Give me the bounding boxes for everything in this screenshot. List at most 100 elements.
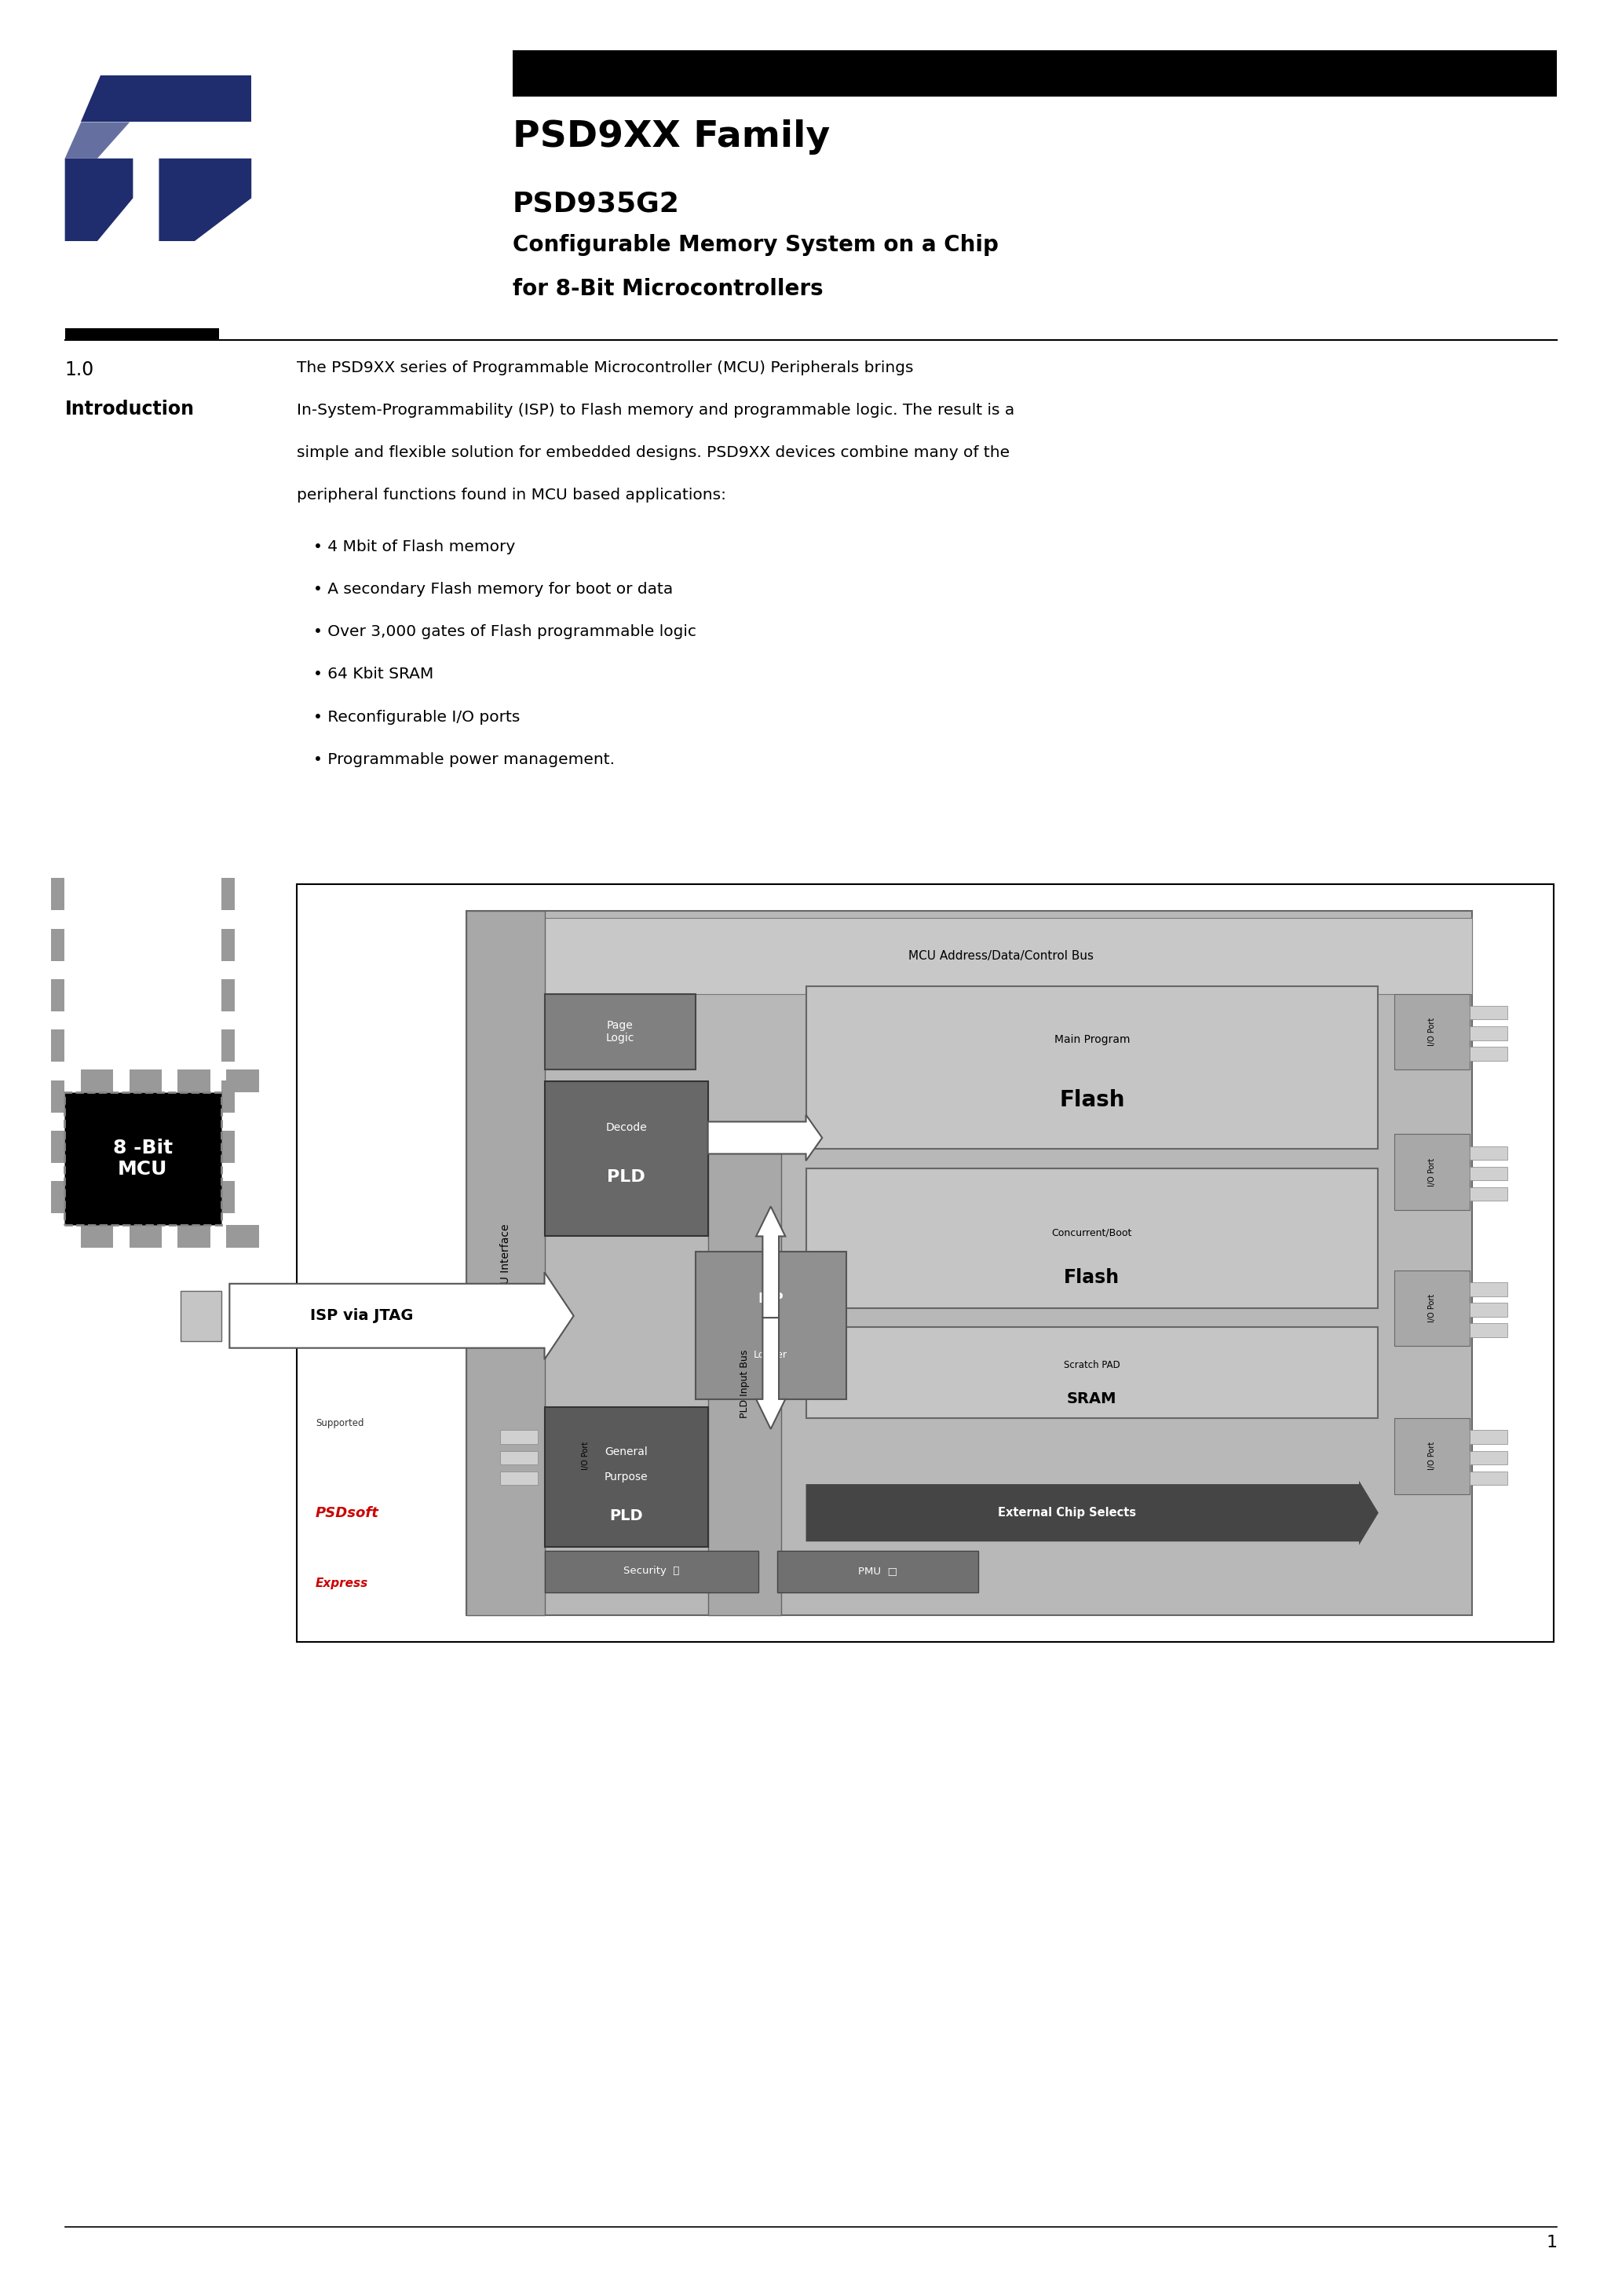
Bar bbox=[1470, 1187, 1507, 1201]
Text: In-System-Programmability (ISP) to Flash memory and programmable logic. The resu: In-System-Programmability (ISP) to Flash… bbox=[297, 404, 1015, 418]
Bar bbox=[182, 1290, 221, 1341]
Text: I/O Port: I/O Port bbox=[1427, 1442, 1435, 1469]
Text: I/O Port: I/O Port bbox=[581, 1442, 589, 1469]
Bar bbox=[1470, 1322, 1507, 1336]
Bar bbox=[545, 1419, 626, 1495]
Text: External Chip Selects: External Chip Selects bbox=[998, 1506, 1135, 1518]
Bar bbox=[501, 1451, 539, 1465]
Bar bbox=[130, 1226, 162, 1249]
Bar bbox=[1395, 1270, 1470, 1345]
Text: Configurable Memory System on a Chip: Configurable Memory System on a Chip bbox=[513, 234, 999, 257]
Text: • Over 3,000 gates of Flash programmable logic: • Over 3,000 gates of Flash programmable… bbox=[313, 625, 696, 638]
Bar bbox=[529, 918, 1473, 994]
Bar bbox=[467, 912, 545, 1614]
Bar bbox=[545, 1550, 757, 1593]
Text: • 64 Kbit SRAM: • 64 Kbit SRAM bbox=[313, 666, 433, 682]
Bar bbox=[1470, 1146, 1507, 1159]
Text: • Reconfigurable I/O ports: • Reconfigurable I/O ports bbox=[313, 709, 519, 723]
Bar bbox=[227, 1226, 260, 1249]
Bar bbox=[81, 1226, 114, 1249]
Text: Page
Logic: Page Logic bbox=[605, 1019, 634, 1045]
Bar bbox=[1470, 1472, 1507, 1486]
Text: PLD: PLD bbox=[607, 1169, 646, 1185]
Bar bbox=[52, 1029, 65, 1061]
Text: PSD935G2: PSD935G2 bbox=[513, 191, 680, 218]
Bar bbox=[221, 978, 235, 1010]
Text: MCU Interface: MCU Interface bbox=[500, 1224, 511, 1302]
Text: PMU  □: PMU □ bbox=[858, 1566, 897, 1577]
Text: 1: 1 bbox=[1546, 2234, 1557, 2250]
Text: General: General bbox=[605, 1446, 647, 1458]
Text: ISP via JTAG: ISP via JTAG bbox=[310, 1309, 414, 1322]
Bar bbox=[806, 987, 1379, 1148]
Bar bbox=[1470, 1451, 1507, 1465]
Text: Introduction: Introduction bbox=[65, 400, 195, 418]
Bar bbox=[1470, 1302, 1507, 1316]
Bar bbox=[1395, 1419, 1470, 1495]
Text: PLD: PLD bbox=[610, 1508, 642, 1525]
Bar bbox=[545, 1081, 707, 1235]
Text: Scratch PAD: Scratch PAD bbox=[1064, 1359, 1121, 1371]
Bar bbox=[513, 51, 1557, 96]
Text: PSDsoft: PSDsoft bbox=[316, 1506, 380, 1520]
Bar bbox=[130, 1070, 162, 1093]
Bar bbox=[52, 978, 65, 1010]
Bar bbox=[1470, 1047, 1507, 1061]
Bar bbox=[806, 1169, 1379, 1309]
Bar bbox=[806, 1327, 1379, 1419]
Text: Decode: Decode bbox=[605, 1123, 647, 1132]
Bar bbox=[178, 1226, 211, 1249]
Bar bbox=[221, 877, 235, 909]
Text: Supported: Supported bbox=[316, 1419, 363, 1428]
Bar bbox=[1470, 1430, 1507, 1444]
Bar bbox=[545, 1407, 707, 1548]
Bar bbox=[52, 1130, 65, 1162]
FancyArrow shape bbox=[756, 1318, 785, 1428]
Bar bbox=[52, 1180, 65, 1212]
Text: I/O Port: I/O Port bbox=[1427, 1017, 1435, 1047]
Text: Concurrent/Boot: Concurrent/Boot bbox=[1051, 1228, 1132, 1238]
Bar bbox=[777, 1550, 978, 1593]
Bar bbox=[65, 1093, 221, 1226]
Bar bbox=[1470, 1026, 1507, 1040]
Bar bbox=[1395, 1134, 1470, 1210]
Text: 8 -Bit
MCU: 8 -Bit MCU bbox=[114, 1139, 172, 1178]
Bar bbox=[1470, 1006, 1507, 1019]
Text: I/O Port: I/O Port bbox=[1427, 1157, 1435, 1187]
Text: The PSD9XX series of Programmable Microcontroller (MCU) Peripherals brings: The PSD9XX series of Programmable Microc… bbox=[297, 360, 913, 374]
Text: MCU Address/Data/Control Bus: MCU Address/Data/Control Bus bbox=[908, 951, 1093, 962]
Text: I/O Port: I/O Port bbox=[1427, 1295, 1435, 1322]
Polygon shape bbox=[81, 76, 251, 122]
Polygon shape bbox=[159, 158, 251, 241]
Text: SRAM: SRAM bbox=[1067, 1391, 1118, 1407]
Text: • 4 Mbit of Flash memory: • 4 Mbit of Flash memory bbox=[313, 540, 516, 553]
Bar bbox=[52, 1079, 65, 1111]
Bar bbox=[52, 928, 65, 960]
Text: • Programmable power management.: • Programmable power management. bbox=[313, 751, 615, 767]
Text: simple and flexible solution for embedded designs. PSD9XX devices combine many o: simple and flexible solution for embedde… bbox=[297, 445, 1011, 459]
Bar bbox=[81, 1070, 114, 1093]
Text: Security  🔒: Security 🔒 bbox=[623, 1566, 680, 1577]
Bar bbox=[52, 877, 65, 909]
FancyArrow shape bbox=[806, 1481, 1379, 1545]
Bar bbox=[221, 1130, 235, 1162]
Polygon shape bbox=[65, 158, 133, 241]
Text: ISP: ISP bbox=[757, 1293, 783, 1306]
Text: 1.0: 1.0 bbox=[65, 360, 94, 379]
Text: • A secondary Flash memory for boot or data: • A secondary Flash memory for boot or d… bbox=[313, 581, 673, 597]
Bar bbox=[501, 1472, 539, 1486]
Text: PSD9XX Family: PSD9XX Family bbox=[513, 119, 830, 154]
Text: Express: Express bbox=[316, 1577, 368, 1589]
Text: Flash: Flash bbox=[1059, 1088, 1124, 1111]
Bar bbox=[1470, 1283, 1507, 1297]
Bar bbox=[65, 328, 219, 340]
Bar bbox=[545, 994, 696, 1070]
Bar bbox=[1395, 994, 1470, 1070]
Text: Loader: Loader bbox=[754, 1350, 788, 1359]
Bar bbox=[297, 884, 1554, 1642]
Text: PLD Input Bus: PLD Input Bus bbox=[740, 1350, 749, 1419]
Text: Main Program: Main Program bbox=[1054, 1033, 1131, 1045]
Bar bbox=[1470, 1166, 1507, 1180]
Bar bbox=[221, 1029, 235, 1061]
Bar bbox=[501, 1430, 539, 1444]
